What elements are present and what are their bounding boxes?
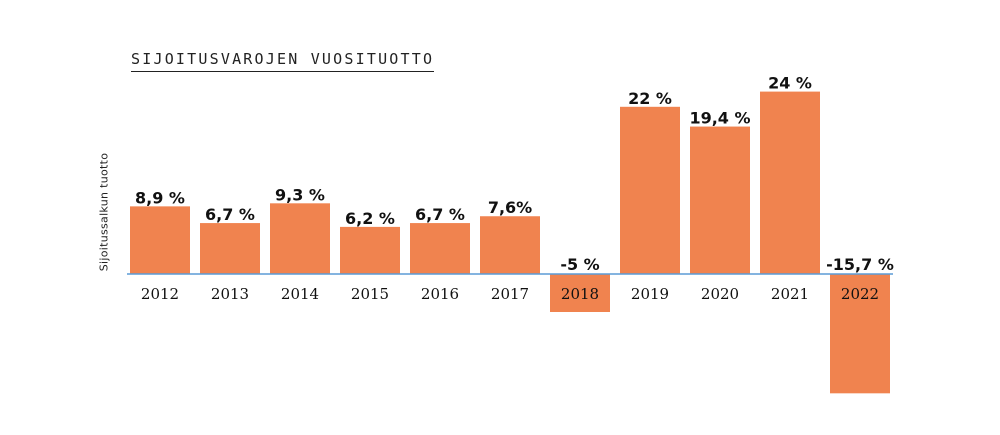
data-label-2016: 6,7 % xyxy=(415,205,465,224)
data-label-2012: 8,9 % xyxy=(135,188,185,207)
data-label-2021: 24 % xyxy=(768,74,812,93)
bar-2012 xyxy=(130,206,190,274)
x-tick-2020: 2020 xyxy=(701,285,739,303)
bar-2015 xyxy=(340,226,400,274)
bar-2016 xyxy=(410,223,470,274)
x-tick-2018: 2018 xyxy=(561,285,599,303)
x-tick-2016: 2016 xyxy=(421,285,459,303)
x-tick-2019: 2019 xyxy=(631,285,669,303)
bar-2017 xyxy=(480,216,540,274)
chart-title: SIJOITUSVAROJEN VUOSITUOTTO xyxy=(131,50,435,72)
data-label-2018: -5 % xyxy=(560,255,599,274)
x-tick-2015: 2015 xyxy=(351,285,389,303)
bar-2013 xyxy=(200,223,260,274)
bar-2014 xyxy=(270,203,330,274)
x-tick-2012: 2012 xyxy=(141,285,179,303)
x-tick-2021: 2021 xyxy=(771,285,809,303)
bar-2019 xyxy=(620,106,680,274)
x-tick-2014: 2014 xyxy=(281,285,319,303)
x-tick-2022: 2022 xyxy=(841,285,879,303)
bar-2020 xyxy=(690,126,750,274)
data-label-2013: 6,7 % xyxy=(205,205,255,224)
data-label-2020: 19,4 % xyxy=(689,109,750,128)
data-label-2014: 9,3 % xyxy=(275,185,325,204)
data-label-2017: 7,6% xyxy=(488,198,532,217)
bar-2018 xyxy=(550,274,610,312)
bar-2021 xyxy=(760,91,820,274)
data-label-2015: 6,2 % xyxy=(345,209,395,228)
x-tick-2013: 2013 xyxy=(211,285,249,303)
x-tick-2017: 2017 xyxy=(491,285,529,303)
bar-2022 xyxy=(830,274,890,394)
data-label-2019: 22 % xyxy=(628,89,672,108)
data-label-2022: -15,7 % xyxy=(826,255,894,274)
